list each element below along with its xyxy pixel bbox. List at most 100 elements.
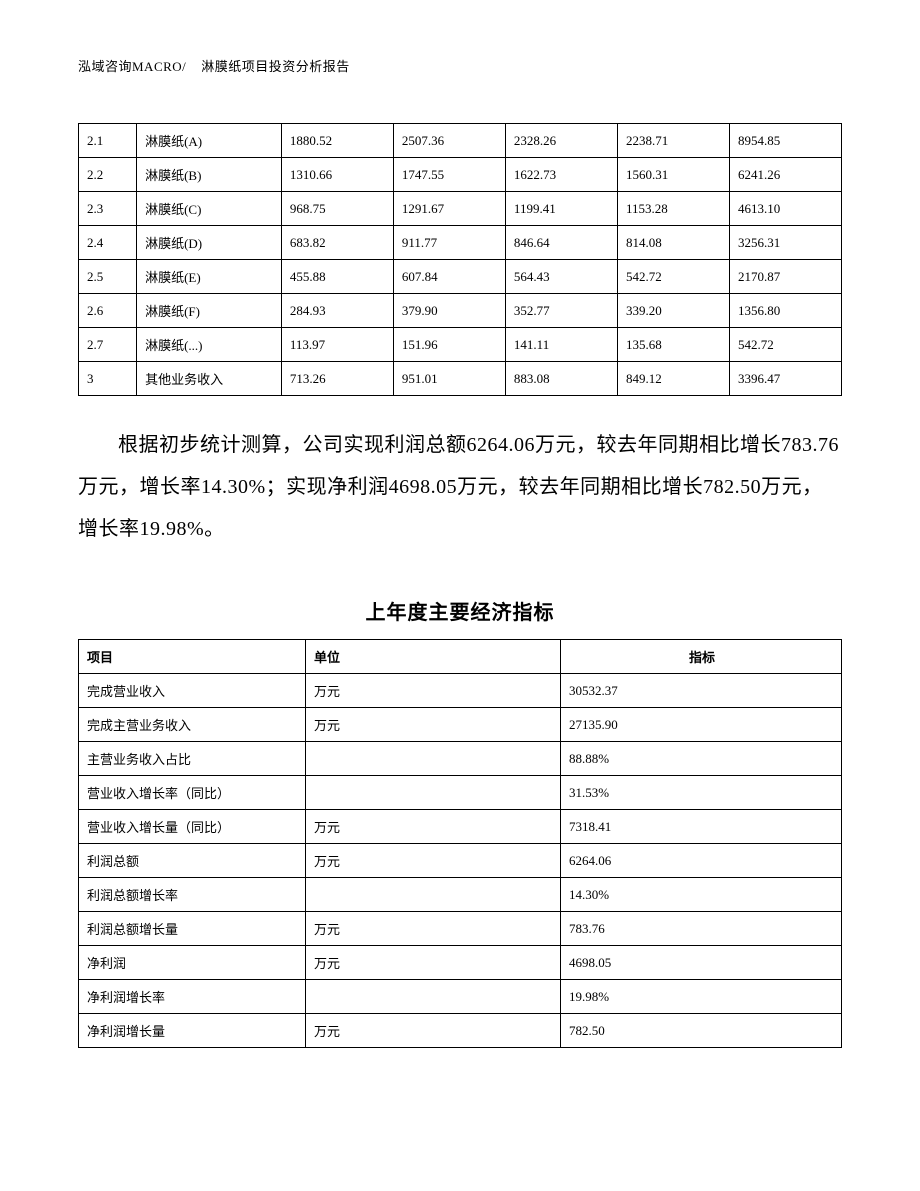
table-cell: 911.77: [393, 226, 505, 260]
table-cell: 352.77: [505, 294, 617, 328]
table-cell: 151.96: [393, 328, 505, 362]
table-cell: 2238.71: [617, 124, 729, 158]
table-cell: 万元: [306, 1014, 561, 1048]
table-cell: 完成主营业务收入: [79, 708, 306, 742]
table-cell: 淋膜纸(D): [137, 226, 282, 260]
table-cell: 6264.06: [561, 844, 842, 878]
table-cell: 利润总额增长率: [79, 878, 306, 912]
header-right: 淋膜纸项目投资分析报告: [201, 59, 350, 74]
table-cell: 883.08: [505, 362, 617, 396]
table-cell: 19.98%: [561, 980, 842, 1014]
table-cell: 营业收入增长率（同比）: [79, 776, 306, 810]
table-row: 净利润增长量万元782.50: [79, 1014, 842, 1048]
table-cell: 利润总额增长量: [79, 912, 306, 946]
table-cell: 846.64: [505, 226, 617, 260]
table-cell: 3: [79, 362, 137, 396]
table-cell: 主营业务收入占比: [79, 742, 306, 776]
table-cell: 379.90: [393, 294, 505, 328]
table-row: 利润总额万元6264.06: [79, 844, 842, 878]
table-cell: 营业收入增长量（同比）: [79, 810, 306, 844]
table-cell: 1880.52: [281, 124, 393, 158]
table-cell: 7318.41: [561, 810, 842, 844]
table-cell: [306, 776, 561, 810]
revenue-table-body: 2.1淋膜纸(A)1880.522507.362328.262238.71895…: [79, 124, 842, 396]
table-cell: 淋膜纸(A): [137, 124, 282, 158]
indicator-col-unit: 单位: [306, 640, 561, 674]
table-row: 利润总额增长率 14.30%: [79, 878, 842, 912]
table-cell: 113.97: [281, 328, 393, 362]
table-cell: 3256.31: [729, 226, 841, 260]
table-cell: 2.4: [79, 226, 137, 260]
indicator-col-project: 项目: [79, 640, 306, 674]
table-cell: 968.75: [281, 192, 393, 226]
table-row: 2.7淋膜纸(...)113.97151.96141.11135.68542.7…: [79, 328, 842, 362]
table-cell: 净利润增长量: [79, 1014, 306, 1048]
table-cell: 1622.73: [505, 158, 617, 192]
table-cell: 淋膜纸(E): [137, 260, 282, 294]
table-cell: 1747.55: [393, 158, 505, 192]
table-cell: 1356.80: [729, 294, 841, 328]
table-cell: 1560.31: [617, 158, 729, 192]
table-cell: 淋膜纸(C): [137, 192, 282, 226]
revenue-detail-table: 2.1淋膜纸(A)1880.522507.362328.262238.71895…: [78, 123, 842, 396]
table-cell: [306, 980, 561, 1014]
table-row: 营业收入增长量（同比）万元7318.41: [79, 810, 842, 844]
table-row: 2.1淋膜纸(A)1880.522507.362328.262238.71895…: [79, 124, 842, 158]
document-page: 泓域咨询MACRO/ 淋膜纸项目投资分析报告 2.1淋膜纸(A)1880.522…: [0, 0, 920, 1191]
table-cell: 2.1: [79, 124, 137, 158]
table-row: 主营业务收入占比 88.88%: [79, 742, 842, 776]
table-cell: 713.26: [281, 362, 393, 396]
table-cell: 849.12: [617, 362, 729, 396]
table-cell: 1199.41: [505, 192, 617, 226]
table-row: 净利润增长率19.98%: [79, 980, 842, 1014]
table-cell: 2.2: [79, 158, 137, 192]
table-cell: 814.08: [617, 226, 729, 260]
table-cell: 其他业务收入: [137, 362, 282, 396]
table-cell: 27135.90: [561, 708, 842, 742]
indicator-col-value: 指标: [561, 640, 842, 674]
table-cell: 万元: [306, 810, 561, 844]
table-cell: 淋膜纸(F): [137, 294, 282, 328]
table-cell: 3396.47: [729, 362, 841, 396]
table-cell: 683.82: [281, 226, 393, 260]
table-cell: 783.76: [561, 912, 842, 946]
table-cell: 31.53%: [561, 776, 842, 810]
table-cell: 542.72: [617, 260, 729, 294]
table-cell: 30532.37: [561, 674, 842, 708]
table-cell: 8954.85: [729, 124, 841, 158]
table-cell: 万元: [306, 946, 561, 980]
table-cell: 万元: [306, 674, 561, 708]
table-cell: 万元: [306, 912, 561, 946]
table-cell: 1153.28: [617, 192, 729, 226]
table-cell: 2.7: [79, 328, 137, 362]
table-row: 利润总额增长量万元783.76: [79, 912, 842, 946]
table-cell: [306, 742, 561, 776]
table-cell: 455.88: [281, 260, 393, 294]
header-left: 泓域咨询MACRO/: [78, 59, 186, 74]
summary-paragraph: 根据初步统计测算，公司实现利润总额6264.06万元，较去年同期相比增长783.…: [78, 424, 842, 550]
table-cell: 88.88%: [561, 742, 842, 776]
table-cell: 141.11: [505, 328, 617, 362]
table-cell: 284.93: [281, 294, 393, 328]
table-row: 2.4淋膜纸(D)683.82911.77846.64814.083256.31: [79, 226, 842, 260]
indicator-table-header-row: 项目 单位 指标: [79, 640, 842, 674]
table-row: 完成主营业务收入万元27135.90: [79, 708, 842, 742]
table-cell: 淋膜纸(...): [137, 328, 282, 362]
table-cell: 4698.05: [561, 946, 842, 980]
table-cell: 14.30%: [561, 878, 842, 912]
table-cell: 2170.87: [729, 260, 841, 294]
table-cell: 607.84: [393, 260, 505, 294]
table-cell: 135.68: [617, 328, 729, 362]
table-cell: 782.50: [561, 1014, 842, 1048]
table-cell: 2.5: [79, 260, 137, 294]
table-row: 2.2淋膜纸(B)1310.661747.551622.731560.31624…: [79, 158, 842, 192]
table-row: 2.6淋膜纸(F)284.93379.90352.77339.201356.80: [79, 294, 842, 328]
indicator-table: 项目 单位 指标 完成营业收入万元30532.37完成主营业务收入万元27135…: [78, 639, 842, 1048]
table-cell: 1310.66: [281, 158, 393, 192]
table-cell: 2.6: [79, 294, 137, 328]
table-cell: 951.01: [393, 362, 505, 396]
table-cell: 542.72: [729, 328, 841, 362]
table-row: 3其他业务收入713.26951.01883.08849.123396.47: [79, 362, 842, 396]
table-cell: 6241.26: [729, 158, 841, 192]
table-cell: 完成营业收入: [79, 674, 306, 708]
